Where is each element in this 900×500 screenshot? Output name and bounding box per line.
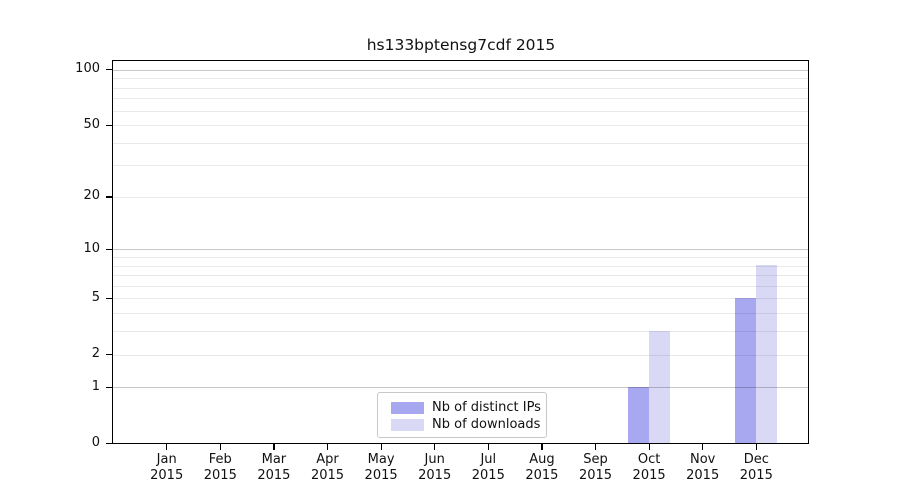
gridline-1 (113, 387, 808, 389)
bar-oct-2015-nb-of-distinct-ips (628, 386, 650, 443)
y-tick-100 (106, 69, 112, 71)
x-tick-label-line: Jan (156, 451, 177, 467)
x-tick-label-aug-2015: Aug 2015 (510, 452, 574, 485)
x-tick-label-line: Nov (690, 451, 716, 467)
minor-gridline-30 (113, 165, 808, 167)
x-tick-label-line: 2015 (364, 468, 398, 483)
gridline-10 (113, 249, 808, 251)
x-tick-jul-2015 (487, 443, 489, 450)
x-tick-nov-2015 (702, 443, 704, 450)
gridline-5 (113, 298, 808, 300)
x-tick-label-line: Dec (743, 451, 769, 467)
y-tick-0 (106, 443, 112, 445)
minor-gridline-60 (113, 110, 808, 112)
minor-gridline-70 (113, 98, 808, 100)
bar-dec-2015-nb-of-distinct-ips (735, 297, 757, 443)
x-tick-jan-2015 (166, 443, 168, 450)
y-tick-label-50: 50 (83, 116, 100, 132)
x-tick-label-jun-2015: Jun 2015 (403, 452, 467, 485)
x-tick-label-line: 2015 (310, 468, 345, 483)
y-tick-label-2: 2 (91, 346, 100, 362)
y-tick-1 (106, 386, 112, 389)
x-tick-label-line: 2015 (203, 468, 237, 483)
y-tick-label-10: 10 (83, 240, 100, 256)
grid-layer (113, 61, 808, 443)
x-tick-label-jul-2015: Jul 2015 (456, 452, 520, 485)
legend-swatch-downloads (391, 418, 424, 431)
legend-label-downloads: Nb of downloads (432, 417, 541, 432)
legend-swatch-distinct-ips (391, 401, 424, 414)
chart-title: hs133bptensg7cdf 2015 (366, 36, 556, 54)
x-tick-label-apr-2015: Apr 2015 (296, 452, 360, 485)
minor-gridline-7 (113, 275, 808, 277)
legend-label-distinct-ips: Nb of distinct IPs (432, 400, 541, 415)
minor-gridline-9 (113, 257, 808, 258)
x-tick-label-line: Jun (424, 451, 445, 467)
minor-gridline-4 (113, 313, 808, 315)
x-tick-label-line: Apr (316, 451, 339, 467)
x-tick-label-may-2015: May 2015 (349, 452, 413, 485)
x-tick-label-line: Feb (208, 451, 232, 467)
gridline-50 (113, 125, 808, 127)
x-tick-aug-2015 (541, 443, 543, 450)
legend: Nb of distinct IPs Nb of downloads (377, 392, 547, 438)
y-tick-label-1: 1 (91, 378, 100, 394)
minor-gridline-90 (113, 78, 808, 80)
x-tick-label-line: 2015 (739, 468, 773, 483)
x-tick-label-line: 2015 (418, 468, 452, 483)
x-tick-label-line: 2015 (525, 468, 559, 483)
y-tick-label-0: 0 (91, 435, 100, 450)
x-tick-label-sep-2015: Sep 2015 (564, 452, 628, 485)
x-tick-label-line: Jul (480, 451, 497, 467)
x-tick-may-2015 (380, 443, 382, 450)
x-tick-sep-2015 (594, 443, 597, 450)
x-tick-label-line: 2015 (150, 468, 184, 483)
bar-dec-2015-nb-of-downloads (756, 265, 778, 443)
x-tick-apr-2015 (326, 443, 329, 450)
y-tick-label-100: 100 (75, 61, 100, 77)
x-tick-label-nov-2015: Nov 2015 (671, 452, 735, 485)
x-tick-label-feb-2015: Feb 2015 (188, 452, 252, 485)
x-tick-label-line: 2015 (257, 468, 291, 483)
x-tick-label-mar-2015: Mar 2015 (242, 452, 306, 485)
y-tick-10 (106, 248, 112, 251)
x-tick-label-line: 2015 (632, 468, 666, 483)
legend-item-downloads: Nb of downloads (391, 416, 546, 433)
gridline-2 (113, 354, 808, 356)
x-tick-jun-2015 (434, 443, 436, 450)
x-tick-label-line: Oct (637, 451, 661, 467)
x-tick-mar-2015 (273, 443, 275, 450)
y-tick-50 (106, 124, 112, 126)
x-tick-feb-2015 (219, 443, 221, 450)
x-tick-label-line: 2015 (686, 468, 720, 483)
minor-gridline-80 (113, 87, 808, 89)
y-tick-label-5: 5 (91, 289, 100, 305)
y-tick-2 (106, 354, 112, 356)
y-tick-label-20: 20 (83, 188, 100, 204)
x-tick-label-dec-2015: Dec 2015 (724, 452, 788, 485)
x-tick-dec-2015 (755, 443, 757, 450)
x-tick-label-line: 2015 (578, 468, 613, 483)
minor-gridline-3 (113, 331, 808, 333)
gridline-20 (113, 196, 808, 198)
x-tick-label-line: Mar (261, 451, 287, 467)
x-tick-label-line: Aug (529, 451, 555, 467)
x-tick-label-jan-2015: Jan 2015 (135, 452, 199, 485)
x-tick-label-line: 2015 (471, 468, 505, 483)
y-tick-5 (106, 297, 112, 300)
x-tick-label-line: May (367, 451, 395, 467)
x-tick-label-line: Sep (583, 451, 608, 467)
bars-layer (113, 61, 808, 443)
y-tick-20 (106, 196, 112, 198)
plot-area (112, 60, 809, 444)
x-tick-oct-2015 (648, 443, 650, 450)
gridline-100 (113, 69, 808, 71)
legend-item-distinct-ips: Nb of distinct IPs (391, 399, 546, 416)
bar-oct-2015-nb-of-downloads (649, 330, 671, 443)
minor-gridline-6 (113, 285, 808, 287)
x-tick-label-oct-2015: Oct 2015 (617, 452, 681, 485)
minor-gridline-40 (113, 142, 808, 144)
minor-gridline-8 (113, 265, 808, 267)
